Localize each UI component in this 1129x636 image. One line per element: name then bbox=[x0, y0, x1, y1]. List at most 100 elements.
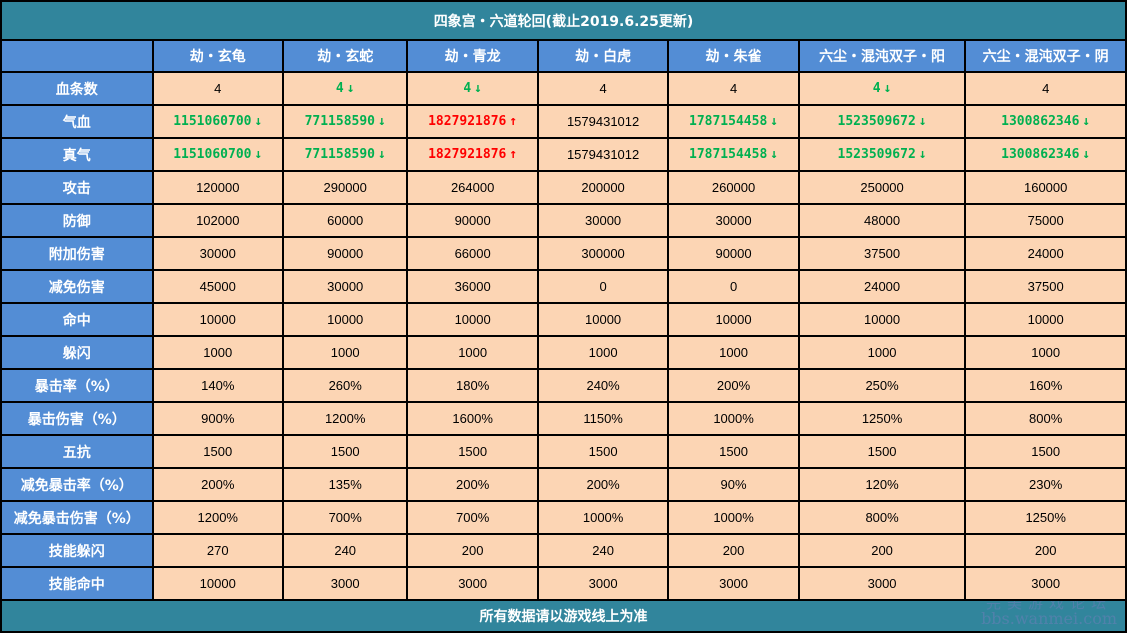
stat-cell: 270 bbox=[151, 533, 284, 568]
stat-value: 3000 bbox=[867, 576, 897, 591]
stat-value: 4 bbox=[729, 81, 738, 96]
stat-value: 75000 bbox=[1027, 213, 1064, 228]
table-row: 技能躲闪 270 240 200 240 200 200 200 bbox=[0, 533, 1127, 568]
row-label: 五抗 bbox=[0, 434, 154, 469]
stat-cell: 90000 bbox=[667, 236, 800, 271]
stat-value: 0 bbox=[599, 279, 607, 294]
stat-cell: 90000 bbox=[406, 203, 539, 238]
stat-value: 37500 bbox=[1027, 279, 1064, 294]
stat-value: 270 bbox=[206, 543, 229, 558]
stat-cell: 800% bbox=[964, 401, 1127, 436]
stat-cell: 180% bbox=[406, 368, 539, 403]
table-row: 暴击伤害（%） 900% 1200% 1600% 1150% 1000% 1250% 800% bbox=[0, 401, 1127, 436]
stat-value: 1579431012 bbox=[566, 114, 640, 129]
stat-cell: 1300862346 ↓ bbox=[964, 104, 1127, 139]
row-label: 减免伤害 bbox=[0, 269, 154, 304]
stat-value: 140% bbox=[201, 378, 235, 393]
stat-value: 1000 bbox=[1031, 345, 1061, 360]
stat-value: 3000 bbox=[1031, 576, 1061, 591]
stat-cell: 1000 bbox=[151, 335, 284, 370]
stat-cell: 120000 bbox=[151, 170, 284, 205]
column-header: 劫・玄龟 bbox=[151, 39, 284, 73]
stat-cell: 30000 bbox=[536, 203, 670, 238]
stat-cell: 30000 bbox=[281, 269, 409, 304]
stat-value: 700% bbox=[328, 510, 362, 525]
stat-value: 1827921876 bbox=[428, 147, 507, 162]
stat-value: 37500 bbox=[863, 246, 901, 261]
stat-cell: 1827921876 ↑ bbox=[406, 137, 539, 172]
stat-value: 30000 bbox=[327, 279, 364, 294]
stat-value: 4 bbox=[335, 81, 344, 96]
table-row: 技能命中 10000 3000 3000 3000 3000 3000 3000 bbox=[0, 566, 1127, 601]
stat-value: 771158590 bbox=[304, 147, 376, 162]
arrow-down-icon: ↓ bbox=[378, 114, 386, 129]
stat-value: 1000% bbox=[582, 510, 624, 525]
stat-cell: 1300862346 ↓ bbox=[964, 137, 1127, 172]
stat-cell: 75000 bbox=[964, 203, 1127, 238]
stat-cell: 3000 bbox=[667, 566, 800, 601]
stat-value: 1000 bbox=[330, 345, 360, 360]
table-row: 气血 1151060700 ↓ 771158590 ↓ 1827921876 ↑ 157943… bbox=[0, 104, 1127, 139]
stat-cell: 260% bbox=[281, 368, 409, 403]
stat-cell: 1151060700 ↓ bbox=[151, 104, 284, 139]
stat-value: 3000 bbox=[719, 576, 749, 591]
stat-cell: 3000 bbox=[964, 566, 1127, 601]
stat-value: 260% bbox=[328, 378, 362, 393]
table-title: 四象宫・六道轮回(截止2019.6.25更新) bbox=[0, 0, 1127, 41]
stat-cell: 102000 bbox=[151, 203, 284, 238]
stat-cell: 1000 bbox=[536, 335, 670, 370]
row-label: 减免暴击率（%） bbox=[0, 467, 154, 502]
stat-value: 1827921876 bbox=[428, 114, 507, 129]
stat-value: 800% bbox=[1029, 411, 1063, 426]
arrow-down-icon: ↓ bbox=[770, 147, 779, 162]
stat-value: 1300862346 bbox=[1001, 114, 1080, 129]
row-label: 技能命中 bbox=[0, 566, 154, 601]
stat-value: 10000 bbox=[199, 576, 236, 591]
stat-value: 250000 bbox=[860, 180, 904, 195]
stat-value: 1151060700 bbox=[173, 147, 252, 162]
stat-value: 1523509672 bbox=[837, 147, 916, 162]
table-row: 减免伤害 45000 30000 36000 0 0 24000 37500 bbox=[0, 269, 1127, 304]
stat-value: 1250% bbox=[1025, 510, 1066, 525]
stat-value: 1000 bbox=[867, 345, 897, 360]
stat-value: 135% bbox=[328, 477, 362, 492]
stat-value: 200 bbox=[722, 543, 745, 558]
stat-cell: 3000 bbox=[406, 566, 539, 601]
stat-value: 1523509672 bbox=[837, 114, 916, 129]
stat-cell: 120% bbox=[797, 467, 967, 502]
table-row: 减免暴击伤害（%） 1200% 700% 700% 1000% 1000% 800% 1250… bbox=[0, 500, 1127, 535]
stat-value: 1000 bbox=[458, 345, 488, 360]
stat-value: 1500 bbox=[588, 444, 618, 459]
stat-value: 1300862346 bbox=[1001, 147, 1080, 162]
stat-value: 240% bbox=[586, 378, 620, 393]
stat-value: 264000 bbox=[450, 180, 495, 195]
stat-cell: 4 bbox=[151, 71, 284, 106]
stat-value: 200% bbox=[586, 477, 620, 492]
row-label: 暴击率（%） bbox=[0, 368, 154, 403]
stat-value: 260000 bbox=[711, 180, 756, 195]
stat-cell: 3000 bbox=[536, 566, 670, 601]
stat-value: 800% bbox=[865, 510, 899, 525]
stat-cell: 250000 bbox=[797, 170, 967, 205]
stat-value: 1000 bbox=[719, 345, 749, 360]
arrow-down-icon: ↓ bbox=[254, 147, 263, 162]
stat-cell: 230% bbox=[964, 467, 1127, 502]
stat-value: 1200% bbox=[324, 411, 366, 426]
stat-value: 3000 bbox=[458, 576, 488, 591]
stat-cell: 240 bbox=[281, 533, 409, 568]
stat-cell: 200% bbox=[406, 467, 539, 502]
column-header: 六尘・混沌双子・阳 bbox=[797, 39, 967, 73]
stat-value: 1500 bbox=[458, 444, 488, 459]
stat-cell: 800% bbox=[797, 500, 967, 535]
stat-cell: 1000% bbox=[667, 500, 800, 535]
stat-cell: 1523509672 ↓ bbox=[797, 137, 967, 172]
stat-cell: 0 bbox=[536, 269, 670, 304]
stat-value: 10000 bbox=[715, 312, 752, 327]
stat-value: 1787154458 bbox=[689, 147, 768, 162]
stat-value: 1150% bbox=[583, 411, 623, 426]
stat-cell: 4 ↓ bbox=[281, 71, 409, 106]
stat-value: 120% bbox=[865, 477, 899, 492]
stat-cell: 200% bbox=[151, 467, 284, 502]
stat-value: 1000 bbox=[588, 345, 618, 360]
